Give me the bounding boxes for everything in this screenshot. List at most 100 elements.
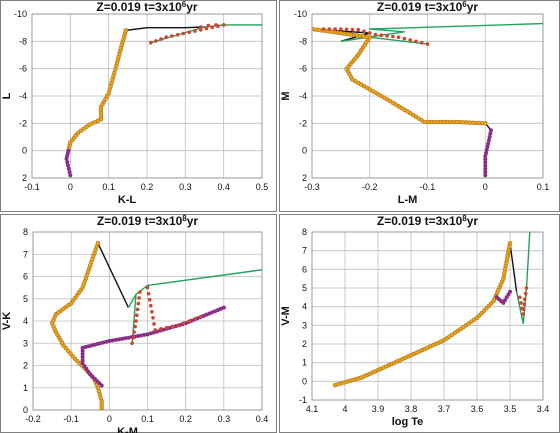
data-point-purple [489, 128, 493, 133]
data-point-red [221, 23, 226, 27]
y-tick-label: 3 [302, 320, 307, 330]
data-point-purple [110, 338, 115, 343]
data-point-red [170, 34, 174, 38]
data-point-red [385, 34, 389, 38]
x-tick-label: 0.2 [179, 414, 192, 424]
data-point-purple [101, 340, 106, 345]
x-tick-label: -0.1 [63, 414, 79, 424]
data-point-red [164, 325, 169, 330]
y-tick-label: 5 [23, 294, 28, 304]
series-line-green [131, 294, 137, 344]
data-point-purple [145, 332, 150, 337]
chart-title: Z=0.019 t=3x108yr [97, 214, 199, 228]
data-point-purple [204, 312, 209, 317]
data-point-purple [483, 173, 488, 178]
data-point-red [187, 30, 191, 35]
data-point-purple [484, 148, 489, 152]
data-layer [312, 22, 543, 178]
y-tick-label: 6 [23, 272, 28, 282]
x-tick-label: -0.3 [304, 182, 320, 192]
y-tick-label: 2 [23, 361, 28, 371]
data-point-purple [66, 148, 71, 153]
data-point-red [149, 303, 153, 308]
data-layer [332, 232, 531, 388]
plot-area [311, 231, 544, 401]
data-point-purple [88, 372, 93, 377]
panel-border [0, 214, 277, 433]
y-tick-label: -1 [299, 395, 307, 405]
y-tick-label: -6 [19, 64, 27, 74]
data-point-red [182, 321, 186, 326]
y-tick-label: 2 [302, 339, 307, 349]
data-point-red [135, 307, 140, 312]
data-point-red [408, 38, 413, 42]
series-line-green [127, 269, 262, 308]
y-tick-label: 2 [22, 173, 27, 183]
y-tick-label: 1 [302, 358, 307, 368]
data-point-purple [66, 166, 71, 171]
chart-panel-vm: 4.1 4 3.9 3.8 3.7 3.6 3.5 3.4 -1 0 1 2 3 4 5 6 7 8 Z=0.019… [279, 214, 560, 433]
y-tick-label: 2 [302, 173, 307, 183]
data-point-red [198, 25, 203, 29]
y-tick-label: -10 [294, 9, 307, 19]
data-layer [49, 240, 262, 410]
x-tick-label: -0.1 [420, 182, 436, 192]
data-point-purple [486, 141, 491, 146]
data-point-purple [92, 342, 97, 347]
x-tick-label: -0.2 [25, 414, 41, 424]
x-tick-label: 0.4 [256, 414, 269, 424]
data-point-purple [89, 343, 94, 348]
data-point-red [164, 35, 168, 39]
y-tick-label: 8 [23, 227, 28, 237]
data-point-red [523, 291, 528, 296]
y-tick-label: 0 [22, 146, 27, 156]
y-tick-label: 4 [23, 316, 28, 326]
data-point-purple [483, 170, 488, 175]
data-point-red [350, 27, 355, 32]
data-point-red [519, 301, 523, 305]
data-point-red [170, 324, 175, 329]
data-point-purple [66, 163, 70, 168]
data-point-purple [123, 336, 128, 341]
y-tick-label: 0 [23, 405, 28, 415]
data-point-purple [67, 170, 72, 174]
data-point-red [362, 29, 366, 34]
data-point-purple [80, 358, 85, 363]
data-point-red [137, 296, 141, 300]
data-point-red [210, 25, 214, 30]
x-axis-label: log Te [392, 416, 424, 428]
data-point-red [216, 24, 220, 29]
data-point-red [134, 319, 138, 323]
x-tick-label: 0.3 [218, 414, 231, 424]
chart-panel-ml: -0.3 -0.2 -0.1 0 0.1 -10 -8 -6 -4 -2 0 2 Z=0.019 t=3… [279, 0, 560, 212]
x-tick-label: -0.1 [24, 182, 40, 192]
data-point-red [159, 327, 163, 331]
x-tick-label: -0.2 [362, 182, 378, 192]
data-point-red [391, 34, 395, 39]
x-tick-label: 0.5 [256, 182, 269, 192]
data-point-red [150, 310, 154, 314]
data-point-red [193, 29, 197, 33]
x-tick-label: 0.1 [537, 182, 550, 192]
data-layer [64, 23, 262, 178]
data-point-purple [484, 151, 488, 156]
data-point-red [151, 316, 155, 320]
y-axis-label: L [1, 92, 13, 99]
data-point-red [147, 297, 152, 302]
data-point-red [204, 26, 209, 31]
data-point-red [146, 291, 151, 296]
y-axis-label: V-K [1, 312, 13, 330]
data-point-red [356, 27, 361, 32]
data-point-red [193, 317, 197, 321]
data-point-red [131, 335, 135, 340]
data-point-purple [68, 173, 73, 178]
x-tick-label: 0 [68, 182, 73, 192]
x-tick-label: 0.4 [217, 182, 230, 192]
x-tick-label: 0 [107, 414, 112, 424]
data-point-purple [142, 332, 147, 337]
data-point-red [522, 302, 527, 307]
panel-border [279, 0, 560, 212]
plot-area [32, 231, 263, 411]
x-tick-label: 3.7 [438, 404, 451, 414]
